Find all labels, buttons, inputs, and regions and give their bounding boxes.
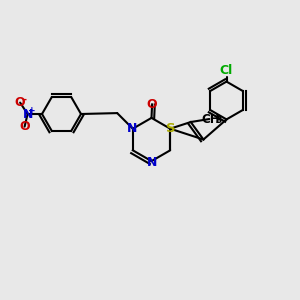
Text: Cl: Cl [220, 64, 233, 77]
Text: N: N [127, 122, 137, 135]
Text: -: - [22, 94, 26, 105]
Text: 3: 3 [216, 116, 222, 125]
Text: CH: CH [201, 112, 220, 125]
Text: N: N [147, 155, 157, 169]
Text: O: O [19, 120, 30, 133]
Text: N: N [22, 107, 33, 121]
Text: +: + [28, 106, 35, 115]
Text: O: O [147, 98, 158, 111]
Text: S: S [166, 122, 175, 135]
Text: O: O [15, 96, 26, 109]
